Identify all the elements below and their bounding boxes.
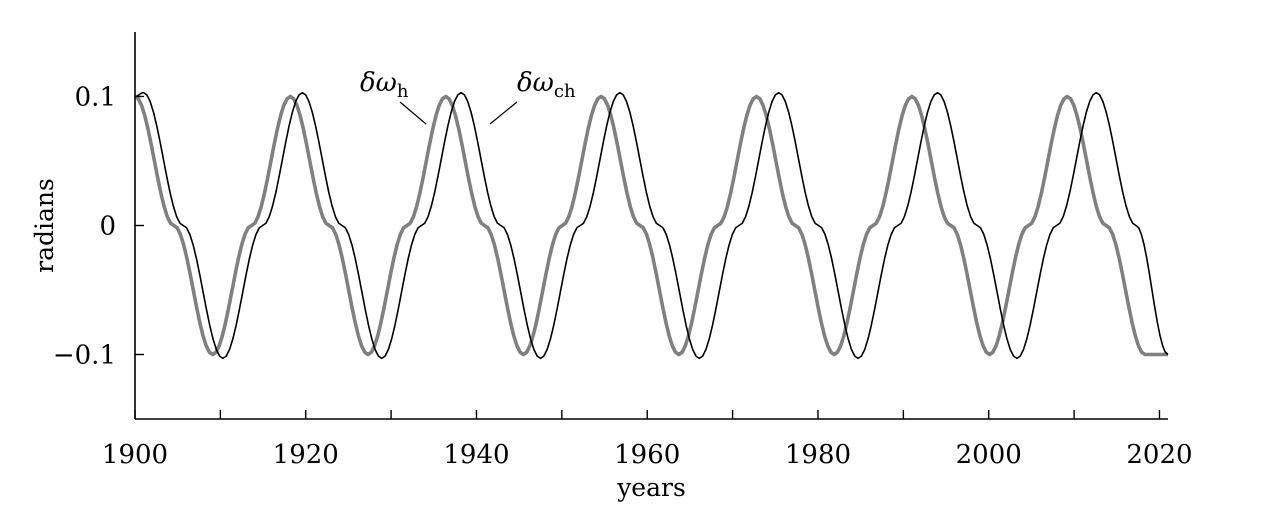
x-tick-label: 1920 [273,440,339,470]
x-tick-label: 1960 [614,440,680,470]
x-tick-label: 2020 [1126,440,1192,470]
x-tick-label: 1900 [102,440,168,470]
y-tick-label: 0.1 [75,83,116,113]
x-axis-label: years [616,473,686,502]
series-line-delta-omega-h [133,94,1168,357]
series-layer [133,91,1169,360]
x-tick-label: 1940 [443,440,509,470]
annotation-layer: δωh δωch [360,68,576,125]
x-tick-label: 2000 [956,440,1022,470]
series-label-leader [399,101,427,125]
y-axis-label: radians [30,178,59,273]
x-tick-label: 1980 [785,440,851,470]
series-label: δωch [517,68,576,102]
y-tick-label: 0 [99,212,116,242]
tick-layer: 1900 1920 1940 1960 1980 2000 2020 0.1 0 −0.1 [53,83,1193,471]
series-label-leader [489,101,518,125]
series-label: δωh [360,68,409,102]
y-tick-label: −0.1 [53,341,116,371]
series-line-delta-omega-ch [134,91,1169,360]
